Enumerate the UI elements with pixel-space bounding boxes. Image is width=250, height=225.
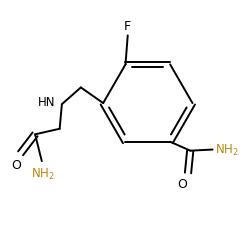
Text: HN: HN — [38, 96, 55, 109]
Text: NH$_2$: NH$_2$ — [31, 166, 54, 181]
Text: F: F — [124, 20, 131, 33]
Text: O: O — [177, 178, 186, 191]
Text: O: O — [12, 158, 22, 171]
Text: NH$_2$: NH$_2$ — [214, 142, 238, 158]
